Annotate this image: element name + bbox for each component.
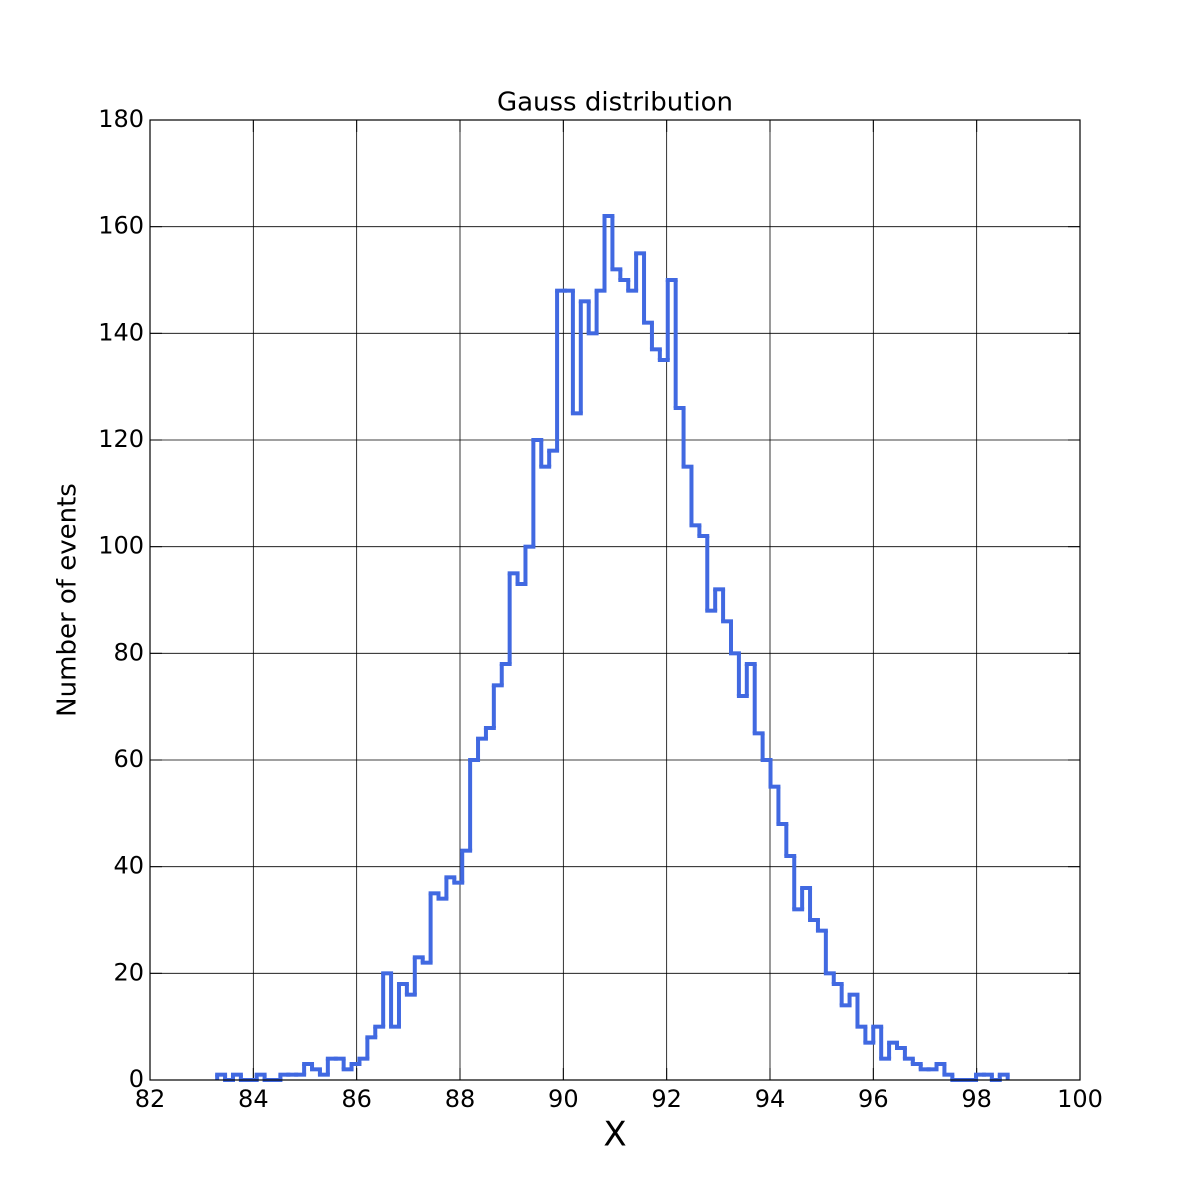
x-tick-label: 82 [135,1085,166,1113]
x-axis-label: X [603,1115,626,1155]
chart-title: Gauss distribution [497,88,733,118]
x-tick-label: 88 [445,1085,476,1113]
x-tick-label: 84 [238,1085,269,1113]
x-tick-label: 96 [858,1085,889,1113]
x-tick-label: 90 [548,1085,579,1113]
y-tick-label: 80 [113,638,144,666]
y-tick-label: 60 [113,745,144,773]
y-tick-label: 180 [98,105,144,133]
y-tick-label: 140 [98,318,144,346]
y-tick-label: 100 [98,532,144,560]
y-tick-label: 160 [98,212,144,240]
x-tick-label: 100 [1057,1085,1103,1113]
y-tick-label: 120 [98,425,144,453]
x-tick-label: 94 [755,1085,786,1113]
plot-frame [149,119,1081,1081]
x-tick-label: 86 [341,1085,372,1113]
y-tick-label: 0 [129,1065,144,1093]
x-tick-label: 92 [651,1085,682,1113]
x-tick-label: 98 [961,1085,992,1113]
y-axis-label: Number of events [53,483,83,717]
y-tick-label: 20 [113,958,144,986]
y-tick-label: 40 [113,852,144,880]
